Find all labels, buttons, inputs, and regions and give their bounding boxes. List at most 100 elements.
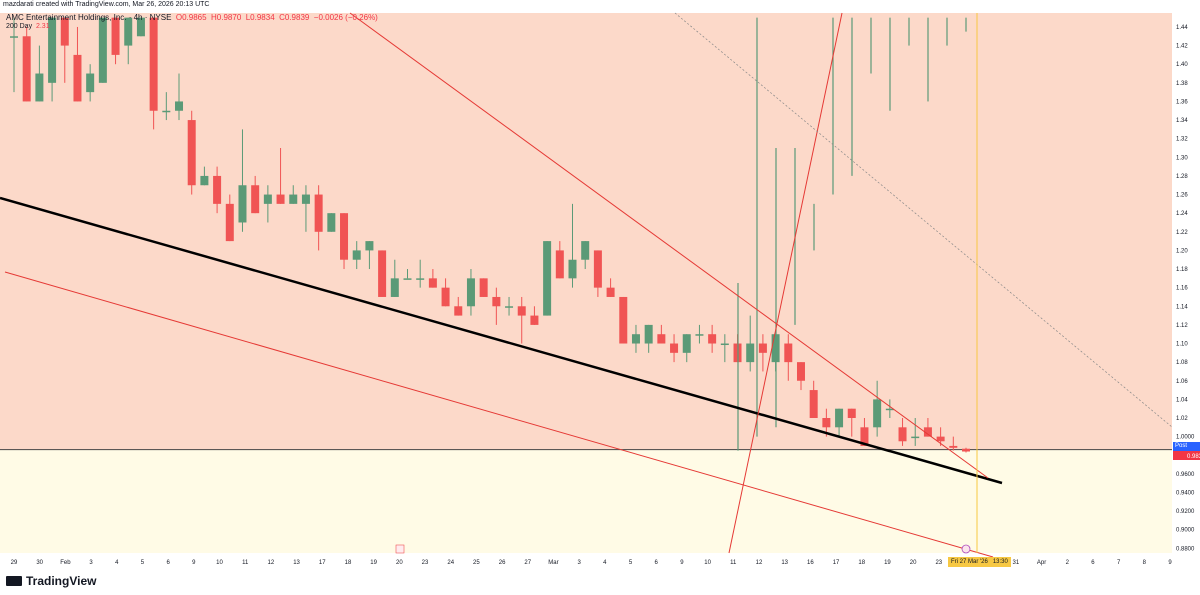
candle-up[interactable] — [35, 73, 44, 102]
candle-down[interactable] — [22, 36, 31, 102]
candle-up[interactable] — [746, 343, 755, 363]
candle-down[interactable] — [428, 278, 437, 288]
candle-up[interactable] — [911, 436, 920, 439]
candle-up[interactable] — [48, 17, 57, 83]
candle-up[interactable] — [136, 17, 145, 37]
candle-up[interactable] — [873, 399, 882, 428]
candle-up[interactable] — [543, 241, 552, 316]
tradingview-logo-icon — [6, 576, 22, 586]
candle-up[interactable] — [695, 334, 704, 336]
candle-up[interactable] — [10, 36, 18, 38]
candle-down[interactable] — [809, 390, 818, 418]
candle-up[interactable] — [124, 17, 133, 46]
red-descending-trendline[interactable] — [349, 12, 989, 479]
candle-up[interactable] — [301, 194, 310, 204]
event-marker-circle[interactable] — [961, 544, 971, 554]
candle-down[interactable] — [822, 418, 831, 428]
candle-down[interactable] — [593, 250, 602, 288]
candle-up[interactable] — [466, 278, 475, 307]
x-tick-label: 10 — [216, 560, 223, 566]
candle-down[interactable] — [555, 250, 564, 279]
candle-down[interactable] — [962, 448, 970, 452]
y-tick-label: 1.40 — [1176, 62, 1188, 68]
candle-up[interactable] — [720, 343, 729, 346]
candle-down[interactable] — [276, 194, 285, 204]
candle-down[interactable] — [936, 436, 945, 442]
candle-down[interactable] — [758, 343, 767, 353]
candle-down[interactable] — [149, 17, 158, 111]
candle-up[interactable] — [98, 17, 107, 83]
symbol-legend[interactable]: AMC Entertainment Holdings, Inc. · 4h · … — [6, 13, 378, 22]
candle-down[interactable] — [796, 362, 805, 381]
x-tick-label: 9 — [1168, 560, 1172, 566]
candle-down[interactable] — [670, 343, 679, 353]
candle-up[interactable] — [885, 408, 894, 411]
y-tick-label: 1.20 — [1176, 248, 1188, 254]
candle-down[interactable] — [441, 287, 450, 307]
candle-down[interactable] — [847, 408, 856, 418]
candle-down[interactable] — [225, 203, 234, 242]
candle-down[interactable] — [530, 315, 539, 325]
candle-down[interactable] — [251, 185, 260, 214]
candle-up[interactable] — [416, 278, 425, 280]
candle-up[interactable] — [365, 241, 374, 251]
candle-up[interactable] — [390, 278, 399, 297]
candle-up[interactable] — [200, 175, 209, 186]
x-tick-label: 17 — [833, 560, 840, 566]
candle-down[interactable] — [898, 427, 907, 442]
price-axis-area[interactable] — [1172, 0, 1200, 595]
candle-down[interactable] — [454, 306, 463, 316]
candle-down[interactable] — [378, 250, 387, 297]
x-tick-label: 17 — [319, 560, 326, 566]
candle-up[interactable] — [352, 250, 361, 260]
time-axis-area[interactable] — [0, 553, 1200, 569]
candle-down[interactable] — [923, 427, 932, 437]
last-price-box — [1173, 451, 1200, 460]
x-tick-label: 12 — [268, 560, 275, 566]
candle-down[interactable] — [657, 334, 666, 344]
ohlc-open: O0.9865 — [175, 13, 207, 22]
candle-up[interactable] — [581, 241, 590, 260]
candle-down[interactable] — [517, 306, 526, 316]
red-lower-channel-line[interactable] — [4, 271, 994, 558]
red-ascending-line[interactable] — [728, 12, 843, 554]
candle-up[interactable] — [403, 278, 412, 280]
candle-down[interactable] — [619, 296, 628, 344]
candle-up[interactable] — [644, 324, 653, 344]
candle-down[interactable] — [187, 120, 196, 186]
candle-up[interactable] — [327, 213, 336, 232]
candle-up[interactable] — [175, 101, 184, 111]
earnings-marker[interactable] — [395, 544, 405, 554]
candle-down[interactable] — [949, 445, 958, 448]
moving-average-legend[interactable]: 200 Day 2.31 — [6, 23, 50, 30]
tradingview-branding[interactable]: TradingView — [6, 574, 96, 588]
black-trendline[interactable] — [0, 196, 1003, 485]
candle-down[interactable] — [340, 213, 349, 260]
candle-up[interactable] — [631, 334, 640, 344]
candle-down[interactable] — [492, 296, 501, 307]
symbol-name[interactable]: AMC Entertainment Holdings, Inc. · 4h · … — [6, 13, 172, 22]
y-tick-label: 1.0000 — [1176, 435, 1195, 441]
candle-up[interactable] — [682, 334, 691, 353]
candle-down[interactable] — [73, 54, 82, 102]
candle-down[interactable] — [606, 287, 615, 297]
candle-up[interactable] — [505, 306, 514, 308]
candle-down[interactable] — [314, 194, 323, 232]
candle-up[interactable] — [263, 194, 272, 204]
y-tick-label: 1.16 — [1176, 286, 1188, 292]
candle-down[interactable] — [784, 343, 793, 363]
candle-up[interactable] — [568, 259, 577, 279]
candle-up[interactable] — [835, 408, 844, 428]
candle-up[interactable] — [162, 110, 171, 113]
candle-down[interactable] — [708, 334, 717, 344]
candle-down[interactable] — [60, 17, 69, 46]
candle-up[interactable] — [289, 194, 298, 204]
candle-down[interactable] — [213, 175, 222, 204]
candle-down[interactable] — [860, 427, 869, 446]
candle-up[interactable] — [86, 73, 95, 93]
candle-down[interactable] — [111, 17, 120, 55]
candle-up[interactable] — [238, 185, 247, 223]
candle-down[interactable] — [479, 278, 488, 297]
